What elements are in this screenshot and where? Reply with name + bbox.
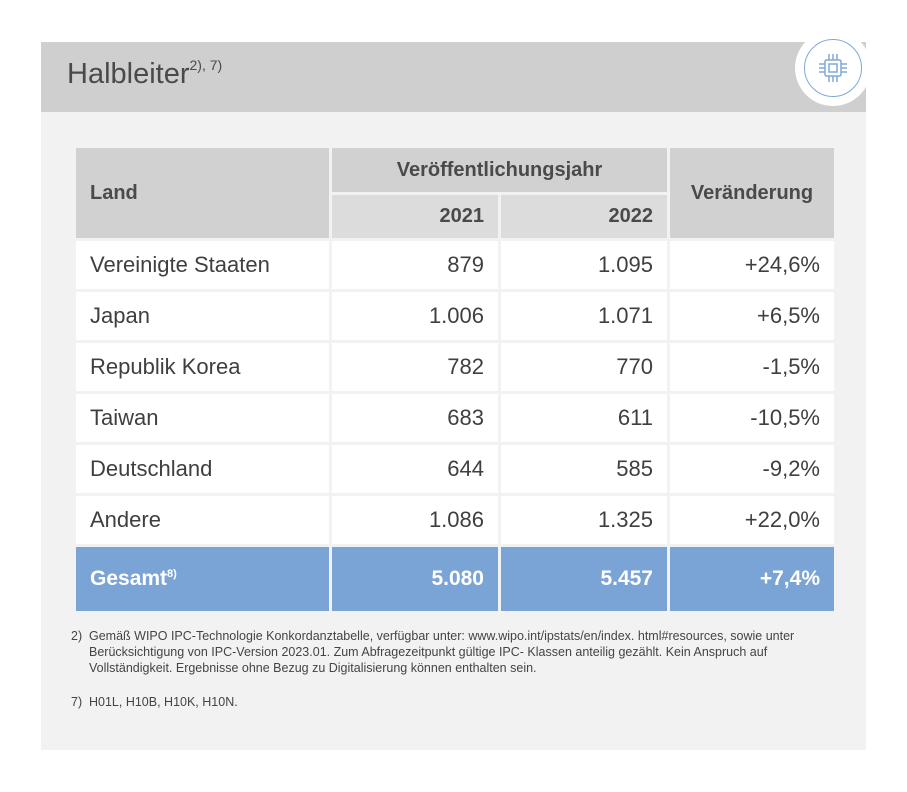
table-row: Vereinigte Staaten 879 1.095 +24,6% — [76, 241, 834, 289]
col-2021: 2021 — [332, 195, 498, 238]
cell-2021: 644 — [332, 445, 498, 493]
col-change: Veränderung — [670, 148, 834, 238]
chip-icon — [816, 51, 850, 85]
cell-2021: 1.006 — [332, 292, 498, 340]
table-header-row: Land Veröffentlichungsjahr Veränderung — [76, 148, 834, 192]
cell-land: Japan — [76, 292, 329, 340]
table-row: Japan 1.006 1.071 +6,5% — [76, 292, 834, 340]
cell-2022: 1.095 — [501, 241, 667, 289]
footnote-number: 2) — [71, 628, 89, 676]
cell-land: Vereinigte Staaten — [76, 241, 329, 289]
title-footnote-ref: 2), 7) — [190, 57, 223, 73]
cell-land: Deutschland — [76, 445, 329, 493]
table-row: Deutschland 644 585 -9,2% — [76, 445, 834, 493]
total-2022: 5.457 — [501, 547, 667, 611]
cell-land: Taiwan — [76, 394, 329, 442]
table-row: Republik Korea 782 770 -1,5% — [76, 343, 834, 391]
cell-2021: 782 — [332, 343, 498, 391]
total-row: Gesamt8) 5.080 5.457 +7,4% — [76, 547, 834, 611]
cell-2022: 585 — [501, 445, 667, 493]
chip-badge — [795, 30, 871, 106]
cell-change: -9,2% — [670, 445, 834, 493]
footnote: 7) H01L, H10B, H10K, H10N. — [71, 694, 851, 710]
cell-change: +6,5% — [670, 292, 834, 340]
cell-2021: 879 — [332, 241, 498, 289]
total-2021: 5.080 — [332, 547, 498, 611]
cell-change: -1,5% — [670, 343, 834, 391]
footnote-text: Gemäß WIPO IPC-Technologie Konkordanztab… — [89, 628, 851, 676]
page-title: Halbleiter2), 7) — [67, 58, 222, 91]
footnote-number: 7) — [71, 694, 89, 710]
footnote: 2) Gemäß WIPO IPC-Technologie Konkordanz… — [71, 628, 851, 676]
card-header: Halbleiter2), 7) — [41, 42, 866, 112]
total-footnote-ref: 8) — [167, 568, 177, 580]
footnotes: 2) Gemäß WIPO IPC-Technologie Konkordanz… — [71, 628, 851, 728]
cell-change: -10,5% — [670, 394, 834, 442]
footnote-text: H01L, H10B, H10K, H10N. — [89, 694, 851, 710]
col-land: Land — [76, 148, 329, 238]
col-2022: 2022 — [501, 195, 667, 238]
cell-change: +22,0% — [670, 496, 834, 544]
cell-2022: 611 — [501, 394, 667, 442]
semiconductor-card: Halbleiter2), 7) Land Veröffentlichungsj… — [41, 42, 866, 750]
patent-table: Land Veröffentlichungsjahr Veränderung 2… — [73, 145, 837, 614]
title-text: Halbleiter — [67, 58, 190, 90]
cell-2022: 1.071 — [501, 292, 667, 340]
col-group-year: Veröffentlichungsjahr — [332, 148, 667, 192]
cell-2022: 1.325 — [501, 496, 667, 544]
cell-2021: 683 — [332, 394, 498, 442]
cell-land: Republik Korea — [76, 343, 329, 391]
cell-change: +24,6% — [670, 241, 834, 289]
cell-2022: 770 — [501, 343, 667, 391]
total-label-text: Gesamt — [90, 567, 167, 590]
total-change: +7,4% — [670, 547, 834, 611]
table-row: Andere 1.086 1.325 +22,0% — [76, 496, 834, 544]
cell-land: Andere — [76, 496, 329, 544]
table-row: Taiwan 683 611 -10,5% — [76, 394, 834, 442]
total-label: Gesamt8) — [76, 547, 329, 611]
cell-2021: 1.086 — [332, 496, 498, 544]
